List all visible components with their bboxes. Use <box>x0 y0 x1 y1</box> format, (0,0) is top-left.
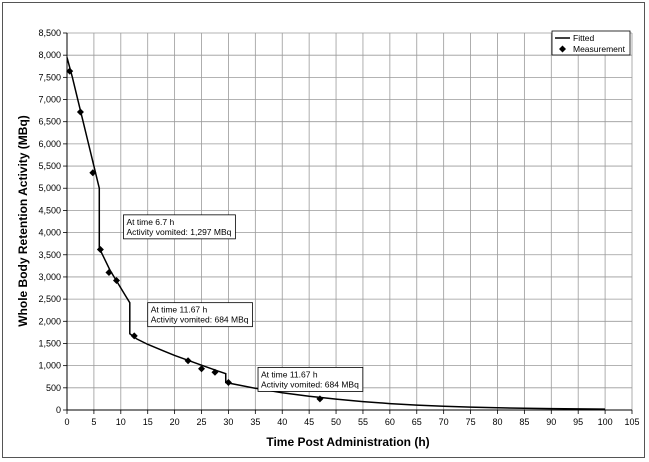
y-tick-label: 7,500 <box>38 72 61 82</box>
measurement-point <box>224 379 232 387</box>
y-tick-label: 3,500 <box>38 250 61 260</box>
annotation-activity: Activity vomited: 684 MBq <box>261 379 359 389</box>
x-tick-label: 95 <box>573 417 583 427</box>
measurement-point <box>198 365 206 373</box>
y-tick-label: 2,000 <box>38 316 61 326</box>
y-tick-label: 5,500 <box>38 161 61 171</box>
x-tick-label: 10 <box>116 417 126 427</box>
measurement-point <box>211 368 219 376</box>
y-tick-label: 3,000 <box>38 272 61 282</box>
x-tick-label: 40 <box>277 417 287 427</box>
legend-fitted-label: Fitted <box>573 33 595 43</box>
x-tick-label: 90 <box>546 417 556 427</box>
y-tick-label: 6,500 <box>38 117 61 127</box>
x-tick-label: 55 <box>358 417 368 427</box>
measurement-point <box>130 332 138 340</box>
y-tick-label: 0 <box>56 405 61 415</box>
chart-frame <box>2 2 645 458</box>
annotation-time: At time 6.7 h <box>127 217 175 227</box>
x-tick-label: 35 <box>250 417 260 427</box>
measurement-point <box>184 357 192 365</box>
y-tick-label: 500 <box>46 383 61 393</box>
measurement-point <box>105 269 113 277</box>
measurement-point <box>89 169 97 177</box>
x-axis-ticks: 0 5 10 15 20 25 30 35 40 45 50 55 60 65 70 75 80 85 90 95 10… <box>64 410 640 427</box>
x-tick-label: 85 <box>519 417 529 427</box>
x-tick-label: 30 <box>223 417 233 427</box>
legend-box <box>551 30 631 56</box>
x-tick-label: 70 <box>439 417 449 427</box>
x-tick-label: 0 <box>64 417 69 427</box>
annotation-frame <box>257 367 364 392</box>
x-tick-label: 65 <box>412 417 422 427</box>
annotation-activity: Activity vomited: 1,297 MBq <box>127 227 232 237</box>
y-axis-title: Whole Body Retention Activity (MBq) <box>16 115 30 327</box>
y-tick-label: 4,000 <box>38 228 61 238</box>
annotation-time: At time 11.67 h <box>151 305 208 315</box>
y-tick-label: 1,000 <box>38 361 61 371</box>
legend-measurement-marker <box>559 45 566 53</box>
x-axis-title: Time Post Administration (h) <box>266 435 429 449</box>
legend: Fitted Measurement <box>551 30 631 56</box>
y-tick-label: 1,500 <box>38 338 61 348</box>
x-tick-label: 60 <box>385 417 395 427</box>
legend-measurement-label: Measurement <box>573 44 626 54</box>
annotation-frame <box>147 302 253 328</box>
measurement-point <box>316 395 324 403</box>
x-tick-label: 45 <box>304 417 314 427</box>
x-tick-label: 15 <box>143 417 153 427</box>
y-tick-label: 2,500 <box>38 294 61 304</box>
measurement-point <box>66 67 74 75</box>
annotation-time: At time 11.67 h <box>261 369 318 379</box>
measurement-point <box>76 108 84 116</box>
annotation-activity: Activity vomited: 684 MBq <box>151 315 249 325</box>
y-axis-ticks: 0 500 1,000 1,500 2,000 2,500 3,000 3,500 4,000 4… <box>38 28 67 415</box>
x-tick-label: 105 <box>624 417 639 427</box>
y-tick-label: 8,000 <box>38 50 61 60</box>
measurement-point <box>96 245 104 253</box>
x-tick-label: 80 <box>492 417 502 427</box>
x-tick-label: 75 <box>466 417 476 427</box>
y-tick-label: 7,000 <box>38 95 61 105</box>
series-layer <box>66 57 606 410</box>
x-tick-label: 20 <box>170 417 180 427</box>
x-tick-label: 5 <box>91 417 96 427</box>
measurement-point <box>113 276 121 284</box>
x-tick-label: 100 <box>598 417 613 427</box>
x-tick-label: 25 <box>197 417 207 427</box>
y-tick-label: 6,000 <box>38 139 61 149</box>
y-tick-label: 4,500 <box>38 205 61 215</box>
y-tick-label: 8,500 <box>38 28 61 38</box>
x-tick-label: 50 <box>331 417 341 427</box>
annotation-frame <box>123 214 236 240</box>
y-tick-label: 5,000 <box>38 183 61 193</box>
